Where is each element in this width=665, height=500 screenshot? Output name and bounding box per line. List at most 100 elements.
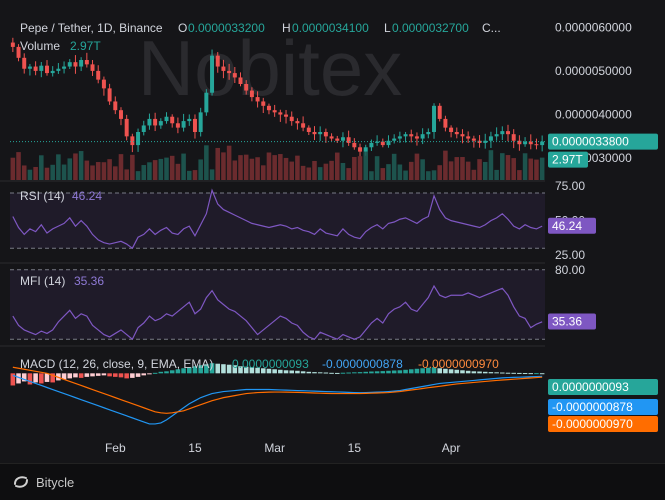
- candle-body: [10, 42, 15, 47]
- volume-bar: [181, 153, 186, 180]
- time-axis[interactable]: Feb 15 Mar 15 Apr: [105, 441, 460, 455]
- macd-histogram-bar: [340, 372, 346, 374]
- candle-body: [409, 134, 414, 137]
- volume-bar: [67, 158, 73, 180]
- candle-body: [130, 136, 135, 146]
- volume-bar: [78, 151, 84, 180]
- high-key: H: [282, 21, 291, 35]
- low-key: L: [384, 21, 391, 35]
- volume-bar: [56, 154, 61, 180]
- volume-bar: [363, 151, 368, 180]
- macd-line: [12, 374, 543, 425]
- macd-histogram-bar: [181, 368, 186, 374]
- rsi-line: [12, 188, 543, 250]
- macd-histogram-bar: [369, 371, 374, 374]
- candle-body: [403, 134, 408, 137]
- volume-bar: [494, 169, 499, 180]
- volume-bar: [300, 165, 306, 180]
- rsi-tick-label: 75.00: [555, 179, 585, 193]
- macd-histogram-bar: [243, 366, 249, 374]
- macd-histogram-bar: [164, 371, 169, 374]
- macd-signal-badge: -0.0000000970: [552, 417, 633, 431]
- volume-bar: [272, 155, 277, 180]
- rsi-pane[interactable]: [10, 188, 545, 250]
- rsi-header: RSI (14) 46.24: [20, 189, 102, 203]
- macd-pane[interactable]: [10, 363, 545, 425]
- candle-body: [534, 144, 539, 146]
- macd-histogram-bar: [152, 372, 158, 374]
- candle-body: [369, 142, 374, 148]
- volume-bar: [124, 169, 129, 180]
- candle-body: [466, 136, 471, 139]
- volume-bar: [61, 164, 67, 180]
- volume-bar: [357, 156, 363, 180]
- candle-body: [471, 138, 476, 141]
- macd-histogram-bar: [522, 373, 528, 375]
- candle-body: [50, 70, 55, 74]
- candle-body: [238, 77, 243, 84]
- macd-histogram-bar: [215, 363, 221, 374]
- volume-bar: [152, 160, 158, 180]
- candle-body: [96, 70, 101, 80]
- volume-bar: [426, 171, 431, 180]
- macd-histogram-bar: [21, 373, 27, 382]
- macd-line-badge: -0.0000000878: [552, 400, 633, 414]
- price-pane[interactable]: [10, 37, 545, 157]
- macd-histogram-bar: [329, 372, 334, 374]
- candle-body: [164, 116, 169, 122]
- volume-bar: [420, 159, 425, 180]
- trading-chart[interactable]: Nobitex Pepe / Tether, 1D, Binance O 0.0…: [0, 0, 665, 463]
- price-axis[interactable]: 0.0000060000 0.0000050000 0.0000040000 0.00…: [555, 20, 632, 277]
- macd-histogram-bar: [465, 370, 471, 374]
- candle-body: [340, 137, 345, 141]
- candle-body: [101, 79, 106, 89]
- volume-bar: [334, 152, 340, 180]
- mfi-pane[interactable]: [10, 269, 545, 341]
- volume-bar: [27, 169, 33, 180]
- candle-body: [244, 84, 249, 91]
- macd-histogram-bar: [135, 373, 141, 377]
- candle-body: [79, 60, 84, 67]
- volume-bar: [130, 154, 135, 180]
- macd-histogram-bar: [39, 373, 44, 384]
- candle-body: [443, 118, 448, 128]
- volume-bar: [528, 158, 534, 180]
- high-value: 0.0000034100: [292, 21, 369, 35]
- volume-bar: [380, 168, 386, 180]
- bitycle-logo-icon: [14, 476, 28, 488]
- volume-bar: [260, 165, 266, 180]
- candle-body: [380, 141, 385, 146]
- volume-bar: [226, 145, 232, 180]
- candle-body: [437, 105, 442, 119]
- candle-body: [136, 132, 141, 146]
- volume-bar: [95, 162, 101, 180]
- candle-body: [141, 125, 146, 132]
- volume-bar: [511, 158, 516, 180]
- macd-histogram-bar: [363, 371, 368, 374]
- macd-histogram-bar: [50, 373, 55, 383]
- volume-badge: 2.97T: [552, 153, 583, 167]
- macd-histogram-bar: [141, 373, 147, 376]
- macd-histogram-bar: [295, 370, 300, 374]
- candle-body: [22, 57, 27, 69]
- candle-body: [278, 112, 283, 115]
- footer-brand: Bitycle: [36, 474, 75, 490]
- candle-body: [73, 62, 78, 67]
- macd-histogram-bar: [90, 373, 95, 377]
- candle-body: [67, 62, 72, 67]
- mfi-header: MFI (14) 35.36: [20, 274, 104, 288]
- macd-histogram-bar: [124, 373, 129, 379]
- candle-body: [363, 147, 368, 152]
- macd-signal-value: -0.0000000970: [418, 357, 499, 371]
- mfi-label: MFI (14): [20, 274, 65, 288]
- macd-histogram-bar: [448, 369, 454, 374]
- macd-histogram-bar: [221, 364, 226, 374]
- last-price-badge-bg: [548, 133, 658, 150]
- candle-body: [266, 105, 271, 111]
- volume-bar: [403, 170, 408, 180]
- macd-histogram-bar: [300, 371, 306, 374]
- macd-histogram-bar: [255, 367, 260, 374]
- candle-body: [181, 121, 186, 128]
- macd-histogram-bar: [16, 373, 21, 384]
- volume-bar: [323, 163, 329, 180]
